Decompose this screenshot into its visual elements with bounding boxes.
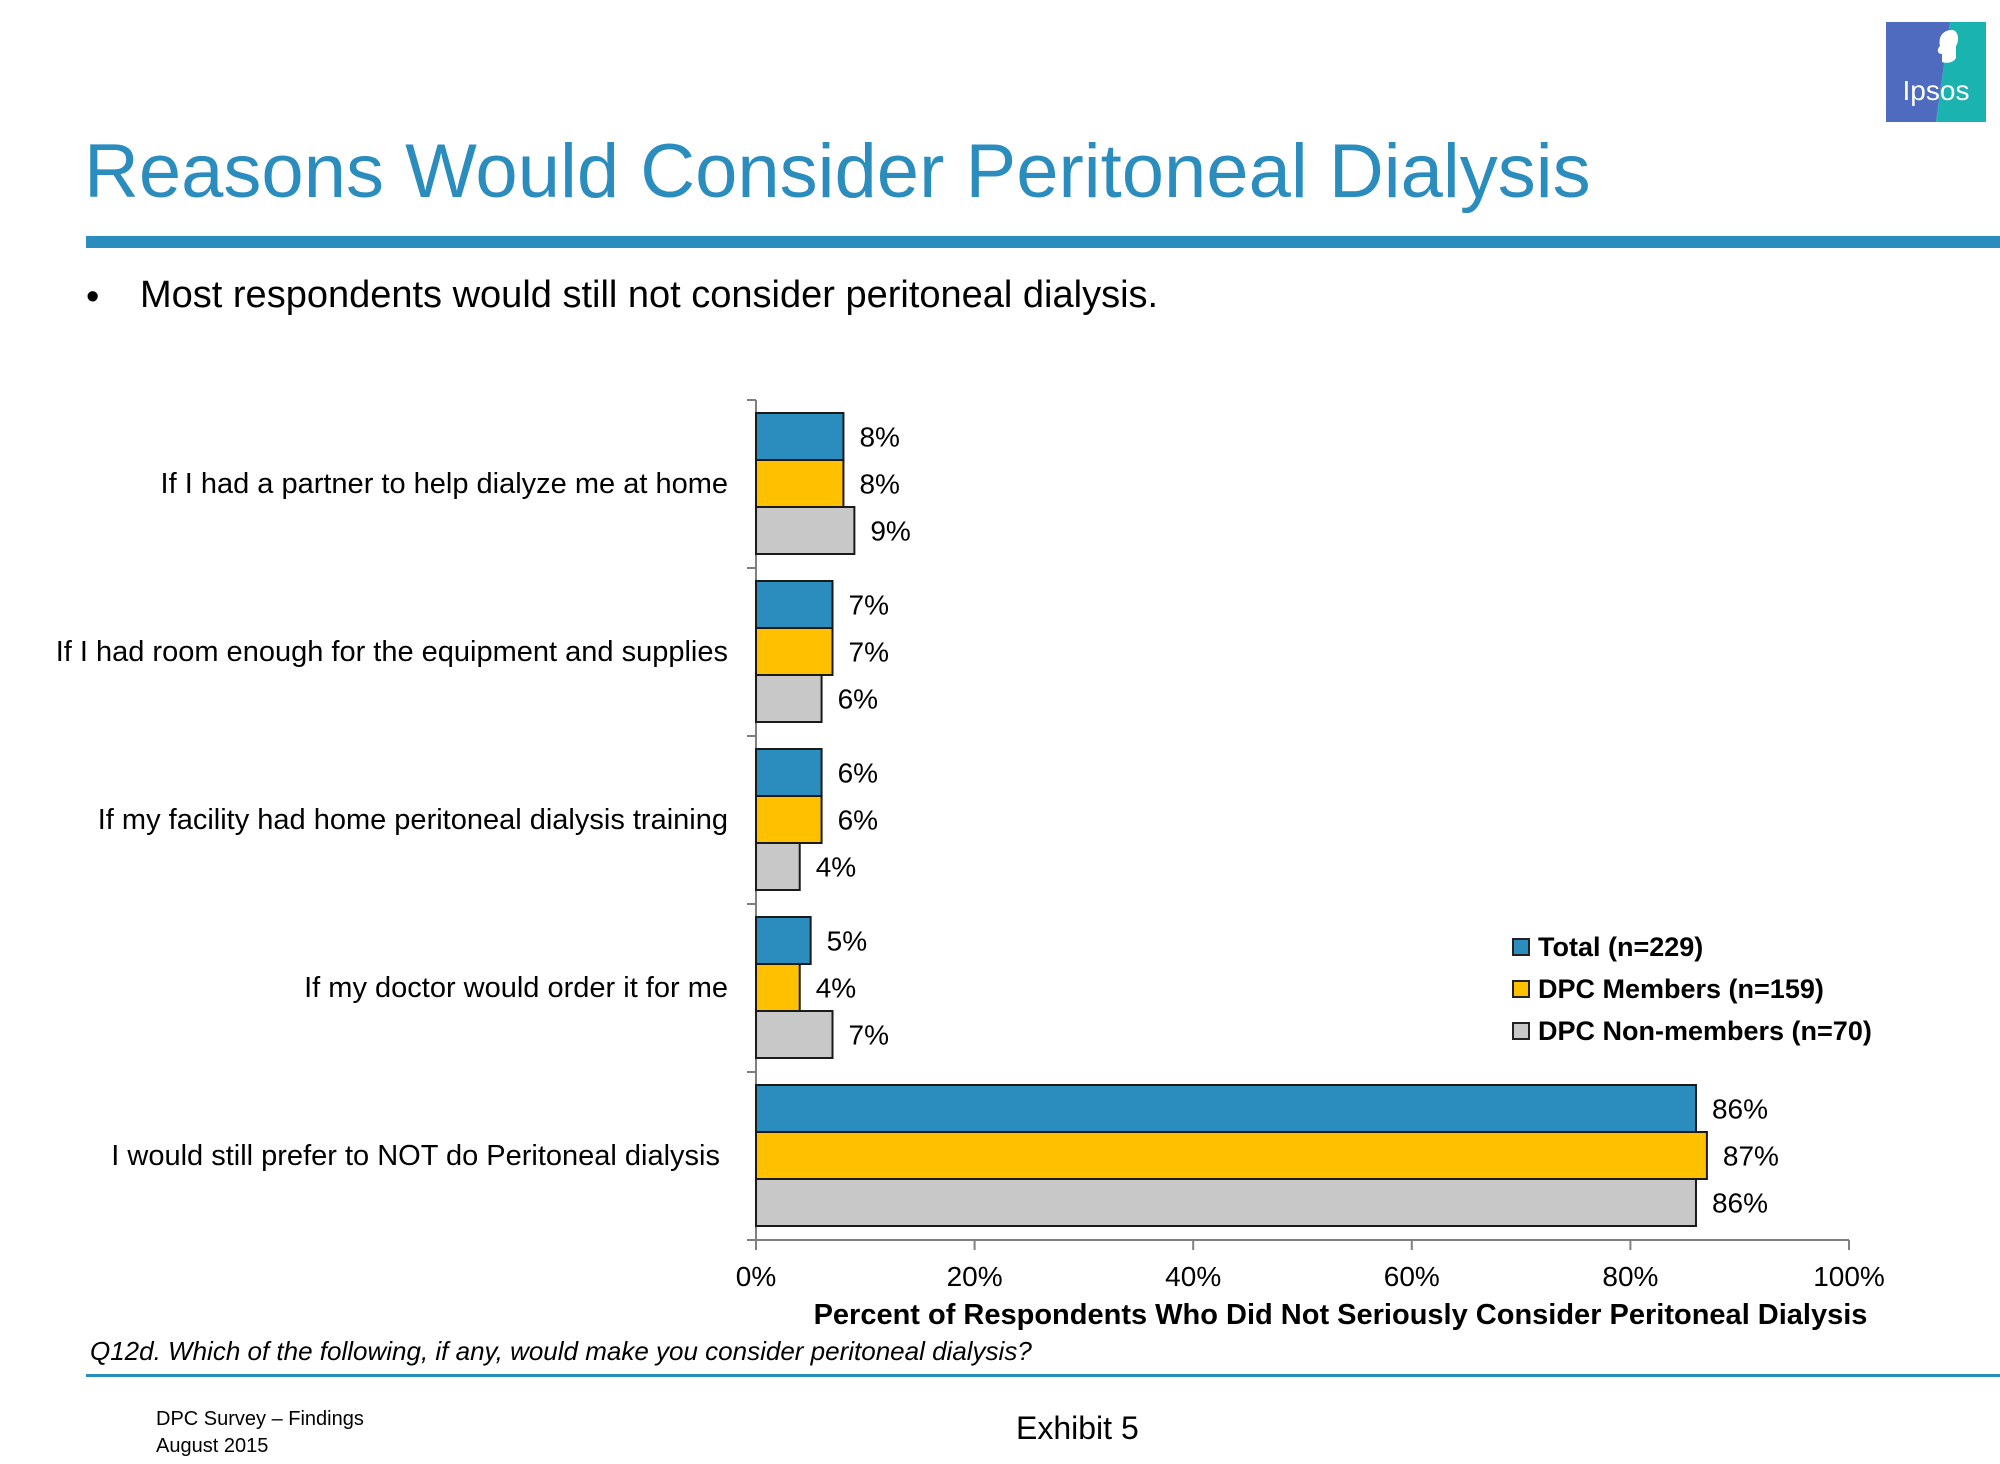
legend-swatch-nonmembers — [1512, 1022, 1530, 1040]
footer-source: DPC Survey – Findings August 2015 — [156, 1406, 364, 1460]
page-title: Reasons Would Consider Peritoneal Dialys… — [84, 129, 1591, 214]
summary-bullet: Most respondents would still not conside… — [140, 274, 1159, 316]
bar — [755, 580, 834, 629]
data-label: 9% — [870, 516, 910, 547]
exhibit-label: Exhibit 5 — [1016, 1410, 1139, 1446]
footer-date: August 2015 — [156, 1435, 269, 1457]
bar — [755, 459, 845, 508]
ipsos-logo: Ipsos — [1886, 22, 1986, 122]
data-label: 6% — [838, 684, 878, 715]
bar — [755, 627, 834, 676]
category-label-partner: If I had a partner to help dialyze me at… — [160, 468, 728, 500]
survey-question-footnote: Q12d. Which of the following, if any, wo… — [90, 1336, 1032, 1366]
data-label: 86% — [1712, 1094, 1768, 1125]
x-tick-label: 20% — [947, 1261, 1003, 1292]
legend-label-members: DPC Members (n=159) — [1538, 973, 1824, 1004]
data-label: 86% — [1712, 1188, 1768, 1219]
x-tick-label: 100% — [1813, 1261, 1885, 1292]
bar — [755, 1131, 1708, 1180]
category-label-training: If my facility had home peritoneal dialy… — [97, 804, 728, 836]
legend-item-nonmembers: DPC Non-members (n=70) — [1512, 1010, 1872, 1052]
legend-item-total: Total (n=229) — [1512, 926, 1872, 968]
data-label: 6% — [838, 805, 878, 836]
legend-label-total: Total (n=229) — [1538, 931, 1704, 962]
bar-chart: 0% 20% 40% 60% 80% 100% Percent of Respondents… — [736, 399, 1885, 1331]
bar — [755, 795, 823, 844]
footer-survey-name: DPC Survey – Findings — [156, 1408, 364, 1430]
logo-text: Ipsos — [1903, 75, 1970, 106]
bar — [755, 748, 823, 797]
data-label: 6% — [838, 758, 878, 789]
data-label: 4% — [816, 973, 856, 1004]
data-label: 7% — [849, 1020, 889, 1051]
category-label-doctor: If my doctor would order it for me — [304, 972, 728, 1004]
data-label: 8% — [859, 469, 899, 500]
category-label-prefer-not: I would still prefer to NOT do Peritonea… — [111, 1140, 720, 1172]
legend-swatch-members — [1512, 980, 1530, 998]
bar — [755, 1084, 1697, 1133]
legend-item-members: DPC Members (n=159) — [1512, 968, 1872, 1010]
title-divider — [86, 236, 2000, 248]
data-label: 7% — [849, 637, 889, 668]
bar — [755, 963, 801, 1012]
bar — [755, 412, 845, 461]
x-tick-label: 0% — [736, 1261, 776, 1292]
bar — [755, 1010, 834, 1059]
footer-divider — [86, 1374, 2000, 1377]
bar — [755, 674, 823, 723]
category-label-room: If I had room enough for the equipment a… — [55, 636, 728, 668]
bar — [755, 506, 856, 555]
bar — [755, 916, 812, 965]
x-tick-label: 60% — [1384, 1261, 1440, 1292]
x-tick-label: 40% — [1165, 1261, 1221, 1292]
bar — [755, 1178, 1697, 1227]
legend-label-nonmembers: DPC Non-members (n=70) — [1538, 1015, 1872, 1046]
x-axis-title: Percent of Respondents Who Did Not Serio… — [814, 1299, 1868, 1331]
data-label: 87% — [1723, 1141, 1779, 1172]
data-label: 8% — [859, 422, 899, 453]
legend-swatch-total — [1512, 938, 1530, 956]
chart-legend: Total (n=229) DPC Members (n=159) DPC No… — [1512, 926, 1872, 1052]
head-silhouette-icon — [1937, 30, 1959, 63]
bar — [755, 842, 801, 891]
x-tick-label: 80% — [1602, 1261, 1658, 1292]
data-label: 7% — [849, 590, 889, 621]
data-label: 5% — [827, 926, 867, 957]
data-label: 4% — [816, 852, 856, 883]
bullet-marker: • — [86, 276, 100, 318]
